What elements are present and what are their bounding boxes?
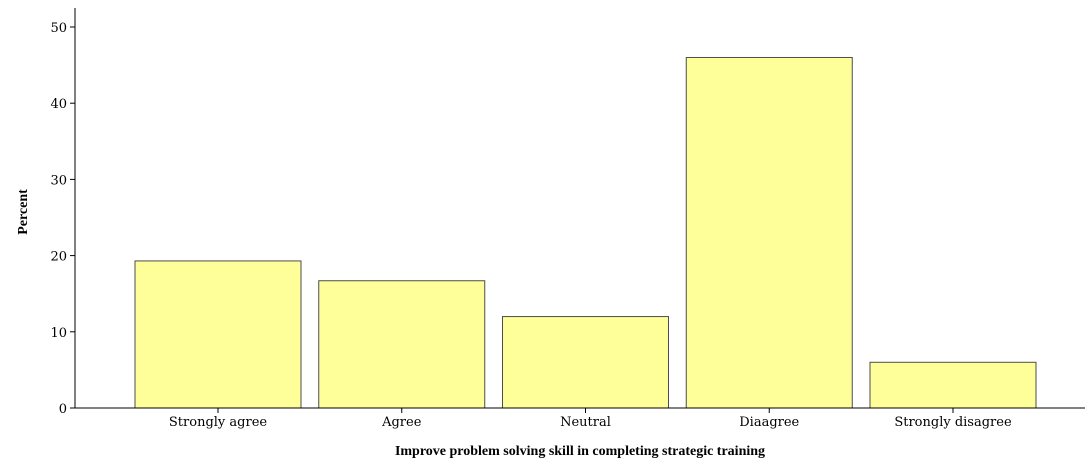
x-axis-tick-labels: Strongly agree Agree Neutral Diaagree Strong… [169,408,1012,430]
x-tick-label: Neutral [560,415,611,430]
y-tick-label: 20 [50,250,67,265]
bar-0 [134,260,302,409]
y-tick-label: 0 [59,402,67,417]
y-tick-label: 40 [50,97,67,112]
bars [134,56,1037,409]
bar-1 [318,280,486,409]
bar-2 [502,316,669,409]
x-tick-label: Strongly agree [169,415,267,430]
x-tick-label: Strongly disagree [894,415,1012,430]
y-tick-label: 50 [50,21,67,36]
bar-4 [869,361,1037,409]
x-tick-label: Agree [381,415,422,430]
y-tick-label: 30 [50,173,67,188]
bar-3 [685,56,853,409]
x-axis-title: Improve problem solving skill in complet… [395,444,765,459]
x-tick-label: Diaagree [739,415,799,430]
y-axis-title: Percent [16,189,31,235]
y-tick-label: 10 [50,326,67,341]
y-axis-ticks: 0 10 20 30 40 50 [50,21,75,417]
